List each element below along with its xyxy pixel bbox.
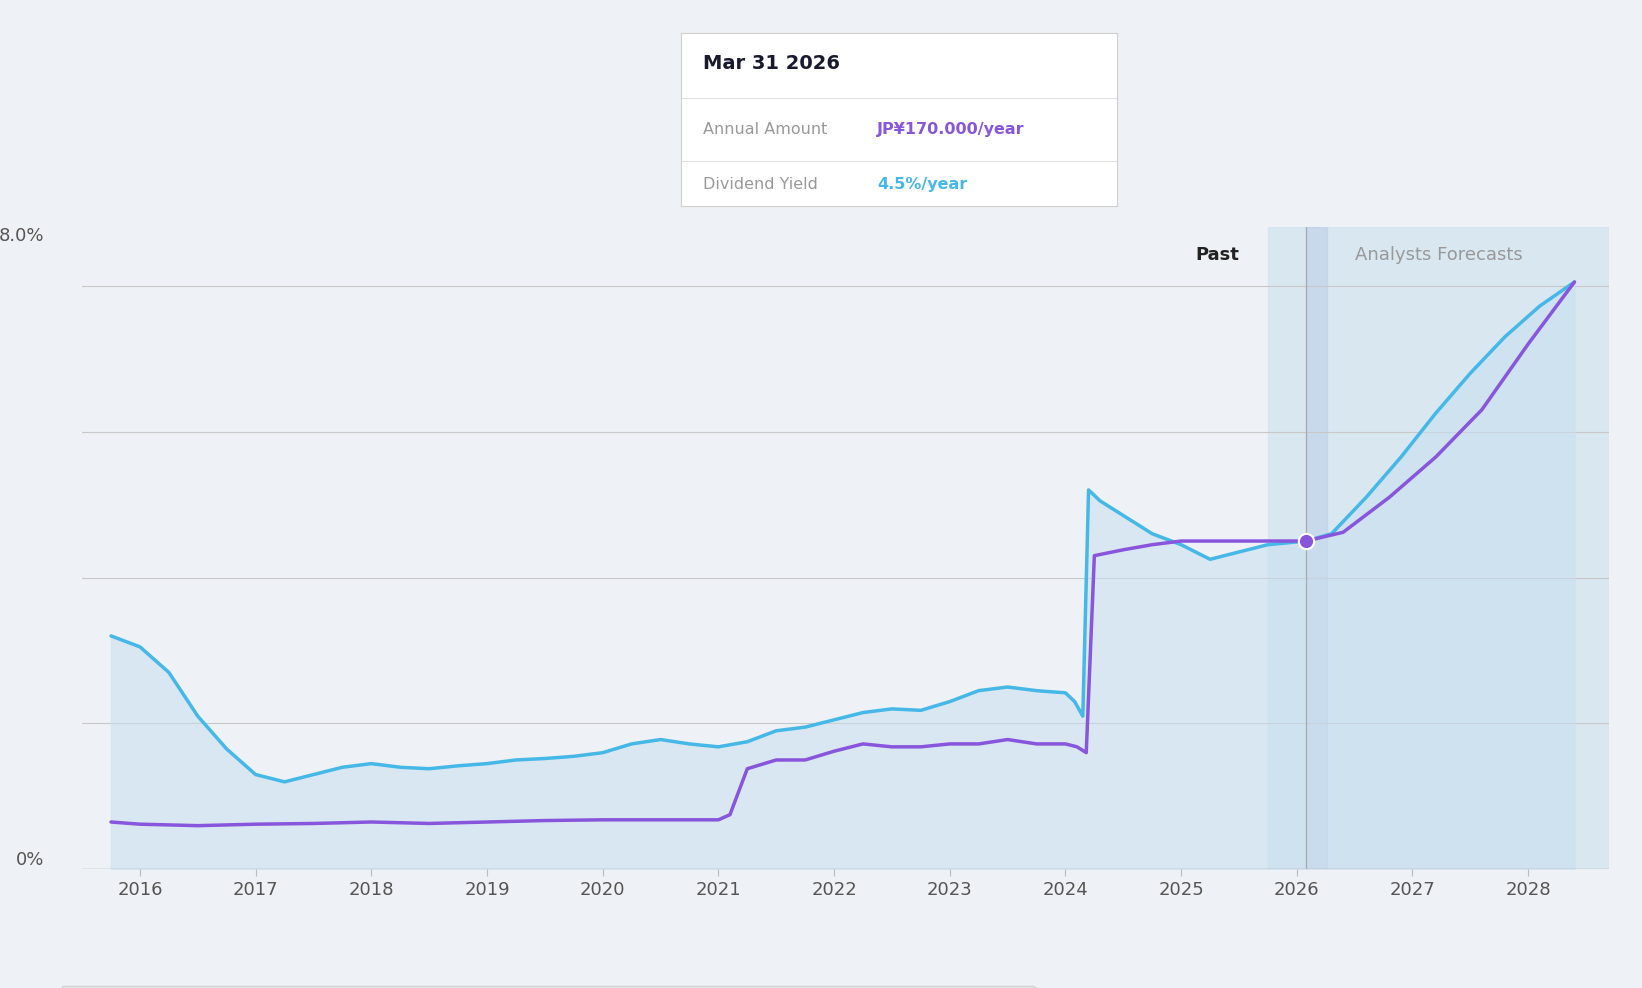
Text: 4.5%/year: 4.5%/year (877, 177, 967, 193)
Bar (1305, 227, 1327, 869)
Text: Past: Past (1195, 246, 1240, 264)
Text: 0%: 0% (15, 852, 44, 869)
Text: Dividend Yield: Dividend Yield (703, 177, 818, 193)
Text: JP¥170.000/year: JP¥170.000/year (877, 122, 1025, 137)
Text: Mar 31 2026: Mar 31 2026 (703, 54, 841, 73)
Bar (1268, 227, 1609, 869)
Text: Annual Amount: Annual Amount (703, 122, 828, 137)
Text: Analysts Forecasts: Analysts Forecasts (1355, 246, 1522, 264)
Text: 8.0%: 8.0% (0, 227, 44, 245)
Legend: Dividend Yield, Dividend Payments, Annual Amount, Earnings Per Share: Dividend Yield, Dividend Payments, Annua… (61, 986, 1036, 988)
